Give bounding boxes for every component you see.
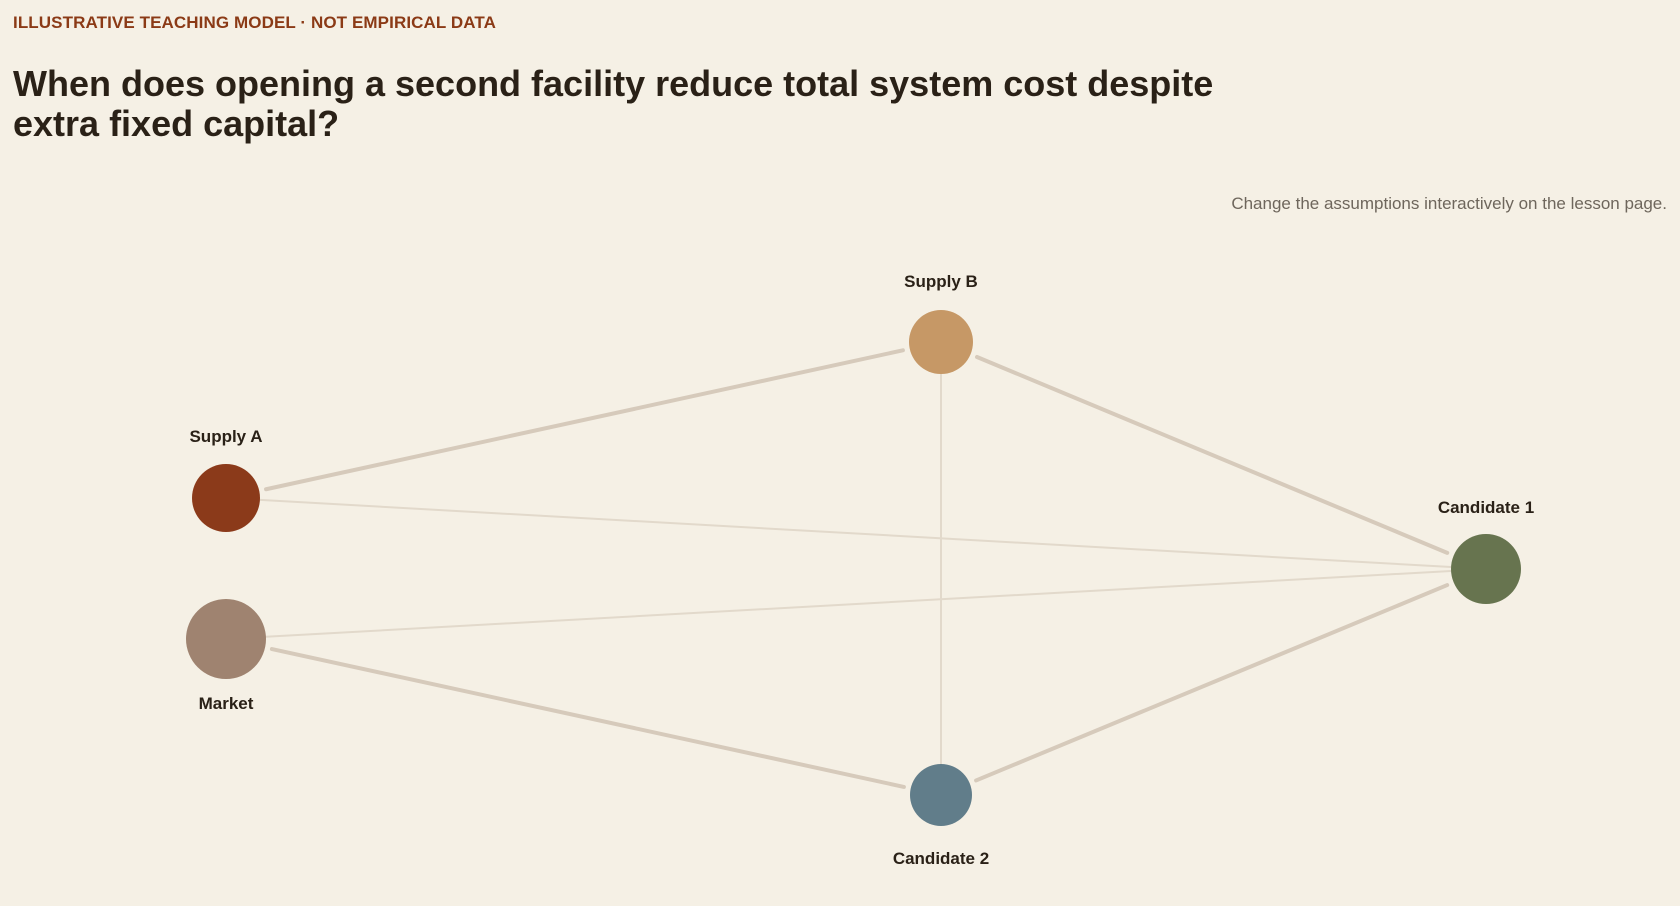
candidate-2-node-label: Candidate 2: [893, 849, 989, 868]
edge-supply-a-to-supply-b: [264, 348, 905, 492]
node-candidate-1: Candidate 1: [1438, 498, 1534, 604]
candidate-2-node-circle: [910, 764, 972, 826]
node-market: Market: [186, 599, 266, 713]
page-title: When does opening a second facility redu…: [13, 63, 1214, 144]
supply-b-node-label: Supply B: [904, 272, 978, 291]
supply-b-node-circle: [909, 310, 973, 374]
candidate-1-node-circle: [1451, 534, 1521, 604]
edge-candidate-2-to-candidate-1: [974, 583, 1450, 783]
market-node-circle: [186, 599, 266, 679]
network-nodes: Supply A Supply B Market Candidate 1 Candida…: [186, 272, 1534, 868]
market-node-label: Market: [199, 694, 254, 713]
edge-market-to-candidate-1: [264, 569, 1453, 638]
edge-supply-a-to-candidate-1: [258, 498, 1453, 569]
supply-a-node-label: Supply A: [189, 427, 262, 446]
node-candidate-2: Candidate 2: [893, 764, 989, 868]
node-supply-a: Supply A: [189, 427, 263, 532]
interactive-note: Change the assumptions interactively on …: [1231, 194, 1667, 213]
edge-supply-b-to-candidate-1: [975, 354, 1450, 555]
edge-market-to-candidate-2: [269, 647, 906, 789]
candidate-1-node-label: Candidate 1: [1438, 498, 1534, 517]
network-edges: [258, 348, 1453, 789]
supply-a-node-circle: [192, 464, 260, 532]
node-supply-b: Supply B: [904, 272, 978, 374]
eyebrow-label: ILLUSTRATIVE TEACHING MODEL · NOT EMPIRI…: [13, 13, 496, 32]
